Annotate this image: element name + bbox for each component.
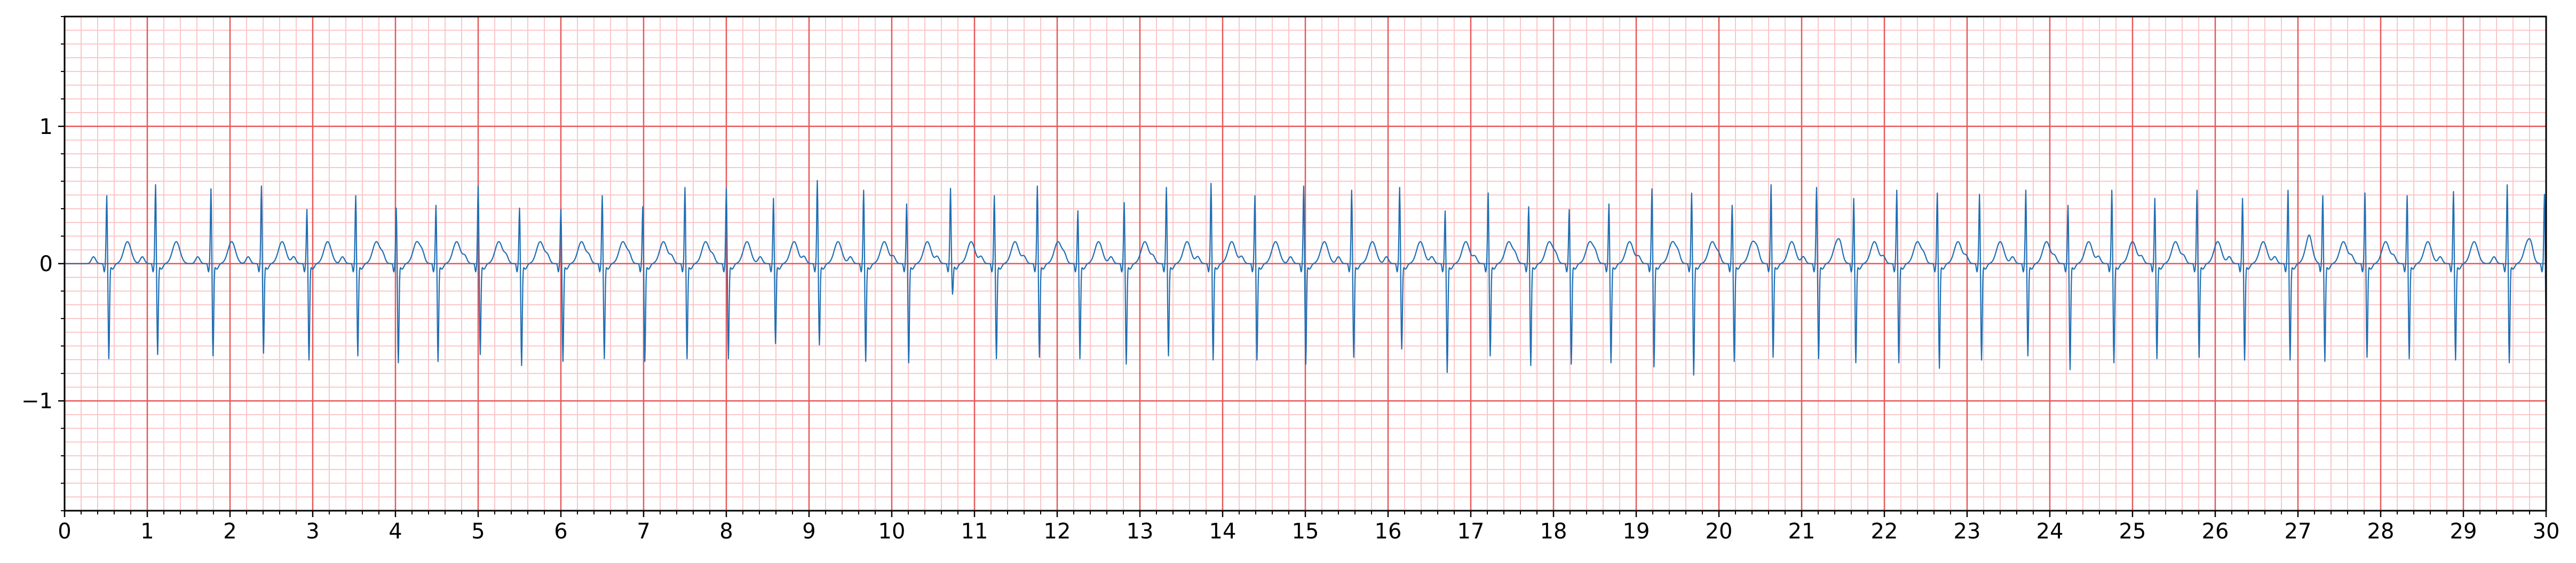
y-tick-labels: −1 0 1: [21, 115, 53, 414]
x-tick-label: 10: [878, 519, 906, 544]
x-tick-label: 25: [2119, 519, 2146, 544]
x-tick-labels: 0 1 2 3 4 5 6 7 8 9 10 11 12 13 14 15 16 17 18 19 20 21 22 23 24…: [58, 519, 2559, 544]
x-tick-label: 4: [389, 519, 402, 544]
x-tick-label: 22: [1871, 519, 1898, 544]
x-tick-label: 15: [1292, 519, 1319, 544]
x-tick-label: 29: [2450, 519, 2477, 544]
x-tick-label: 21: [1788, 519, 1816, 544]
x-tick-label: 7: [637, 519, 650, 544]
x-tick-label: 28: [2367, 519, 2395, 544]
y-tick-label: 1: [39, 115, 53, 139]
x-tick-label: 12: [1044, 519, 1071, 544]
x-tick-label: 6: [554, 519, 567, 544]
x-tick-label: 14: [1209, 519, 1237, 544]
x-tick-label: 19: [1623, 519, 1650, 544]
x-tick-label: 20: [1706, 519, 1733, 544]
x-tick-label: 2: [223, 519, 236, 544]
x-tick-label: 30: [2533, 519, 2560, 544]
x-tick-label: 11: [961, 519, 988, 544]
x-tick-label: 0: [58, 519, 71, 544]
plot-frame: [64, 15, 2547, 512]
x-tick-label: 1: [140, 519, 154, 544]
x-tick-label: 17: [1457, 519, 1485, 544]
x-tick-label: 13: [1127, 519, 1154, 544]
x-tick-label: 5: [471, 519, 485, 544]
x-tick-label: 9: [802, 519, 815, 544]
y-tick-label: 0: [39, 252, 53, 276]
x-tick-label: 23: [1954, 519, 1981, 544]
x-tick-label: 16: [1375, 519, 1402, 544]
ecg-series-line: [64, 180, 2547, 376]
x-tick-label: 8: [719, 519, 733, 544]
x-tick-label: 18: [1540, 519, 1567, 544]
y-tick-label: −1: [21, 389, 53, 414]
ecg-trace-layer: [64, 180, 2547, 376]
x-tick-label: 26: [2202, 519, 2229, 544]
x-tick-label: 3: [306, 519, 319, 544]
x-tick-label: 24: [2036, 519, 2064, 544]
x-tick-label: 27: [2285, 519, 2312, 544]
